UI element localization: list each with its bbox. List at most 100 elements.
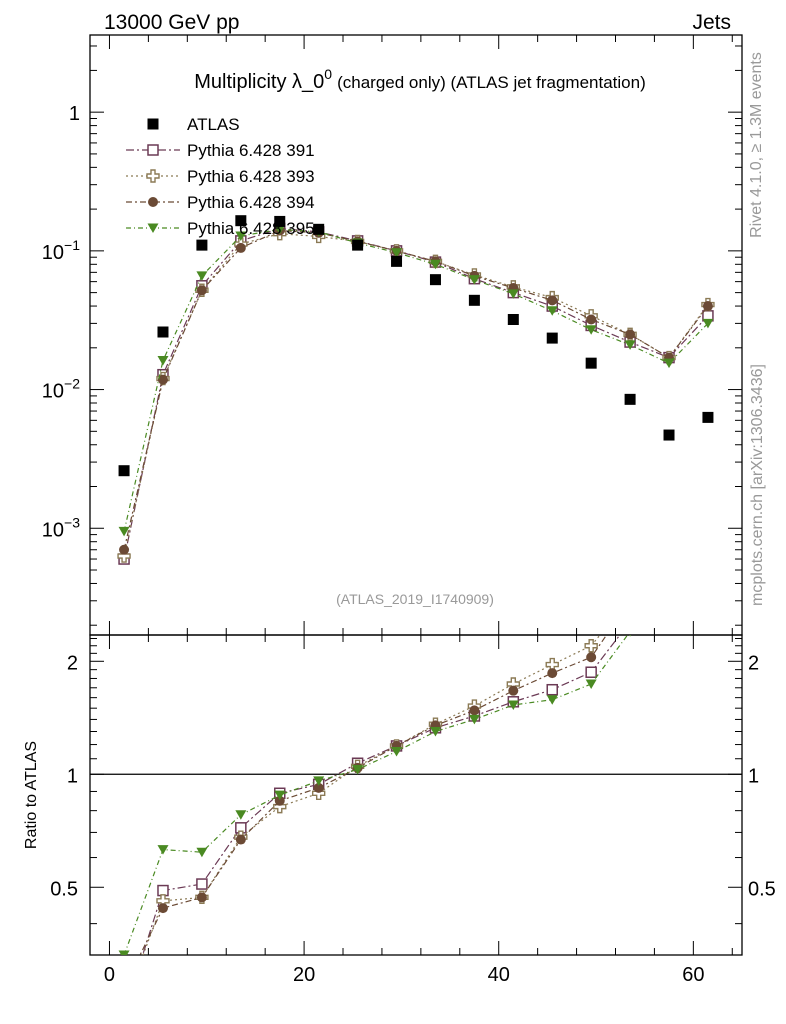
legend-marker-4	[147, 223, 159, 233]
ratio-4-point	[391, 746, 403, 757]
series-4-point	[663, 358, 675, 369]
ratio-ylabel: Ratio to ATLAS	[23, 741, 40, 849]
legend-atlas-marker	[147, 118, 159, 130]
ratio-line-2	[142, 635, 601, 955]
ratio-2-point	[624, 592, 636, 604]
series-4-point	[196, 271, 208, 281]
ratio-1-point	[703, 494, 713, 504]
y-tick-exponent: −3	[64, 514, 80, 530]
x-tick-label: 0	[104, 964, 115, 986]
ratio-4-point	[235, 810, 247, 820]
y-tick-base: 1	[69, 103, 80, 125]
ratio-line-4	[123, 635, 629, 955]
ratio-1-point	[196, 878, 208, 890]
series-4-point	[468, 275, 480, 285]
y-tick-label: 10−3	[42, 514, 80, 541]
series-3-point	[547, 295, 558, 306]
y-tick-label: 10−2	[42, 376, 80, 403]
series-3-point	[625, 329, 636, 340]
atlas-data-point	[352, 239, 364, 251]
series-3-point	[196, 285, 207, 296]
ratio-3-point	[703, 469, 713, 479]
ratio-1-point	[546, 683, 558, 696]
legend-label-2: Pythia 6.428 393	[187, 167, 315, 186]
series-line-2	[123, 233, 709, 557]
ratio-tick-label-right: 1	[748, 765, 759, 787]
atlas-data-point	[624, 393, 636, 405]
ratio-3-point	[625, 596, 635, 606]
ratio-3-point	[586, 652, 597, 663]
atlas-data-point	[196, 239, 208, 251]
title-main: Multiplicity λ_0	[194, 71, 324, 93]
atlas-data-point	[507, 313, 519, 325]
ratio-4-point	[274, 790, 286, 801]
ratio-4-point	[664, 575, 675, 585]
mcplots-label: mcplots.cern.ch [arXiv:1306.3436]	[749, 364, 766, 606]
ratio-3-point	[196, 892, 207, 903]
ratio-tick-label-left: 1	[67, 765, 78, 787]
legend-marker-1	[147, 144, 159, 156]
x-axis-ticks: 0 20 40 60	[104, 35, 733, 986]
x-tick-label: 20	[293, 964, 315, 986]
ratio-4-point	[702, 514, 713, 524]
ratio-line-1	[142, 635, 621, 955]
atlas-data-point	[391, 255, 403, 267]
ratio-line-3	[139, 635, 608, 955]
ratio-3-point	[119, 983, 129, 993]
series-4-point	[507, 289, 519, 299]
ratio-tick-label-left: 0.5	[50, 878, 78, 900]
ratio-y-ticks: 0.5 0.5 1 1 2 2	[50, 638, 776, 925]
ratio-tick-label-right: 0.5	[748, 878, 776, 900]
ratio-4-point	[313, 776, 325, 786]
legend-marker-2	[146, 169, 160, 183]
series-3-point	[586, 314, 597, 325]
title-superscript: 0	[324, 66, 332, 82]
legend-atlas-label: ATLAS	[187, 115, 240, 134]
ratio-4-point	[429, 727, 441, 737]
legend: ATLAS Pythia 6.428 391 Pythia 6.428 393 Pyt…	[126, 115, 315, 238]
ratio-2-point	[663, 559, 675, 571]
series-3-point	[157, 374, 168, 385]
ratio-1-point	[157, 884, 169, 897]
header-category: Jets	[692, 11, 731, 34]
series-line-4	[123, 228, 709, 532]
ratio-3-point	[508, 685, 519, 696]
y-tick-label: 10−1	[42, 237, 80, 264]
atlas-data-point	[702, 411, 714, 423]
ratio-tick-label-left: 2	[67, 652, 78, 674]
series-4-point	[702, 318, 714, 329]
legend-label-3: Pythia 6.428 394	[187, 193, 315, 212]
series-3-point	[119, 544, 130, 555]
y-tick-base: 10	[42, 381, 64, 403]
ratio-1-point	[585, 666, 597, 678]
series-4-point	[118, 526, 130, 537]
legend-label-1: Pythia 6.428 391	[187, 141, 315, 160]
ratio-2-point	[118, 1001, 130, 1013]
ratio-4-point	[468, 714, 480, 725]
ratio-series-layer	[118, 469, 713, 1013]
ratio-3-point	[235, 834, 246, 845]
ratio-1-point	[664, 560, 674, 570]
analysis-label: (ATLAS_2019_I1740909)	[336, 591, 494, 607]
atlas-data-point	[585, 357, 597, 369]
rivet-label: Rivet 4.1.0, ≥ 1.3M events	[748, 52, 765, 238]
header-process: 13000 GeV pp	[104, 11, 239, 34]
legend-label-4: Pythia 6.428 395	[187, 219, 315, 238]
atlas-data-point	[235, 215, 247, 227]
series-4-point	[429, 259, 441, 270]
series-3-point	[235, 242, 246, 253]
series-4-point	[235, 231, 247, 241]
ratio-3-point	[274, 795, 285, 806]
atlas-data-point	[274, 215, 286, 227]
ratio-2-point	[584, 639, 598, 653]
y-tick-base: 10	[42, 242, 64, 264]
atlas-data-point	[663, 429, 675, 441]
title-rest: (charged only) (ATLAS jet fragmentation)	[337, 73, 646, 92]
ratio-3-point	[313, 782, 324, 793]
y-tick-exponent: −2	[64, 376, 80, 392]
series-4-point	[624, 340, 636, 350]
x-tick-label: 40	[488, 964, 510, 986]
y-tick-label: 1	[69, 103, 80, 125]
y-tick-exponent: −1	[64, 237, 80, 253]
